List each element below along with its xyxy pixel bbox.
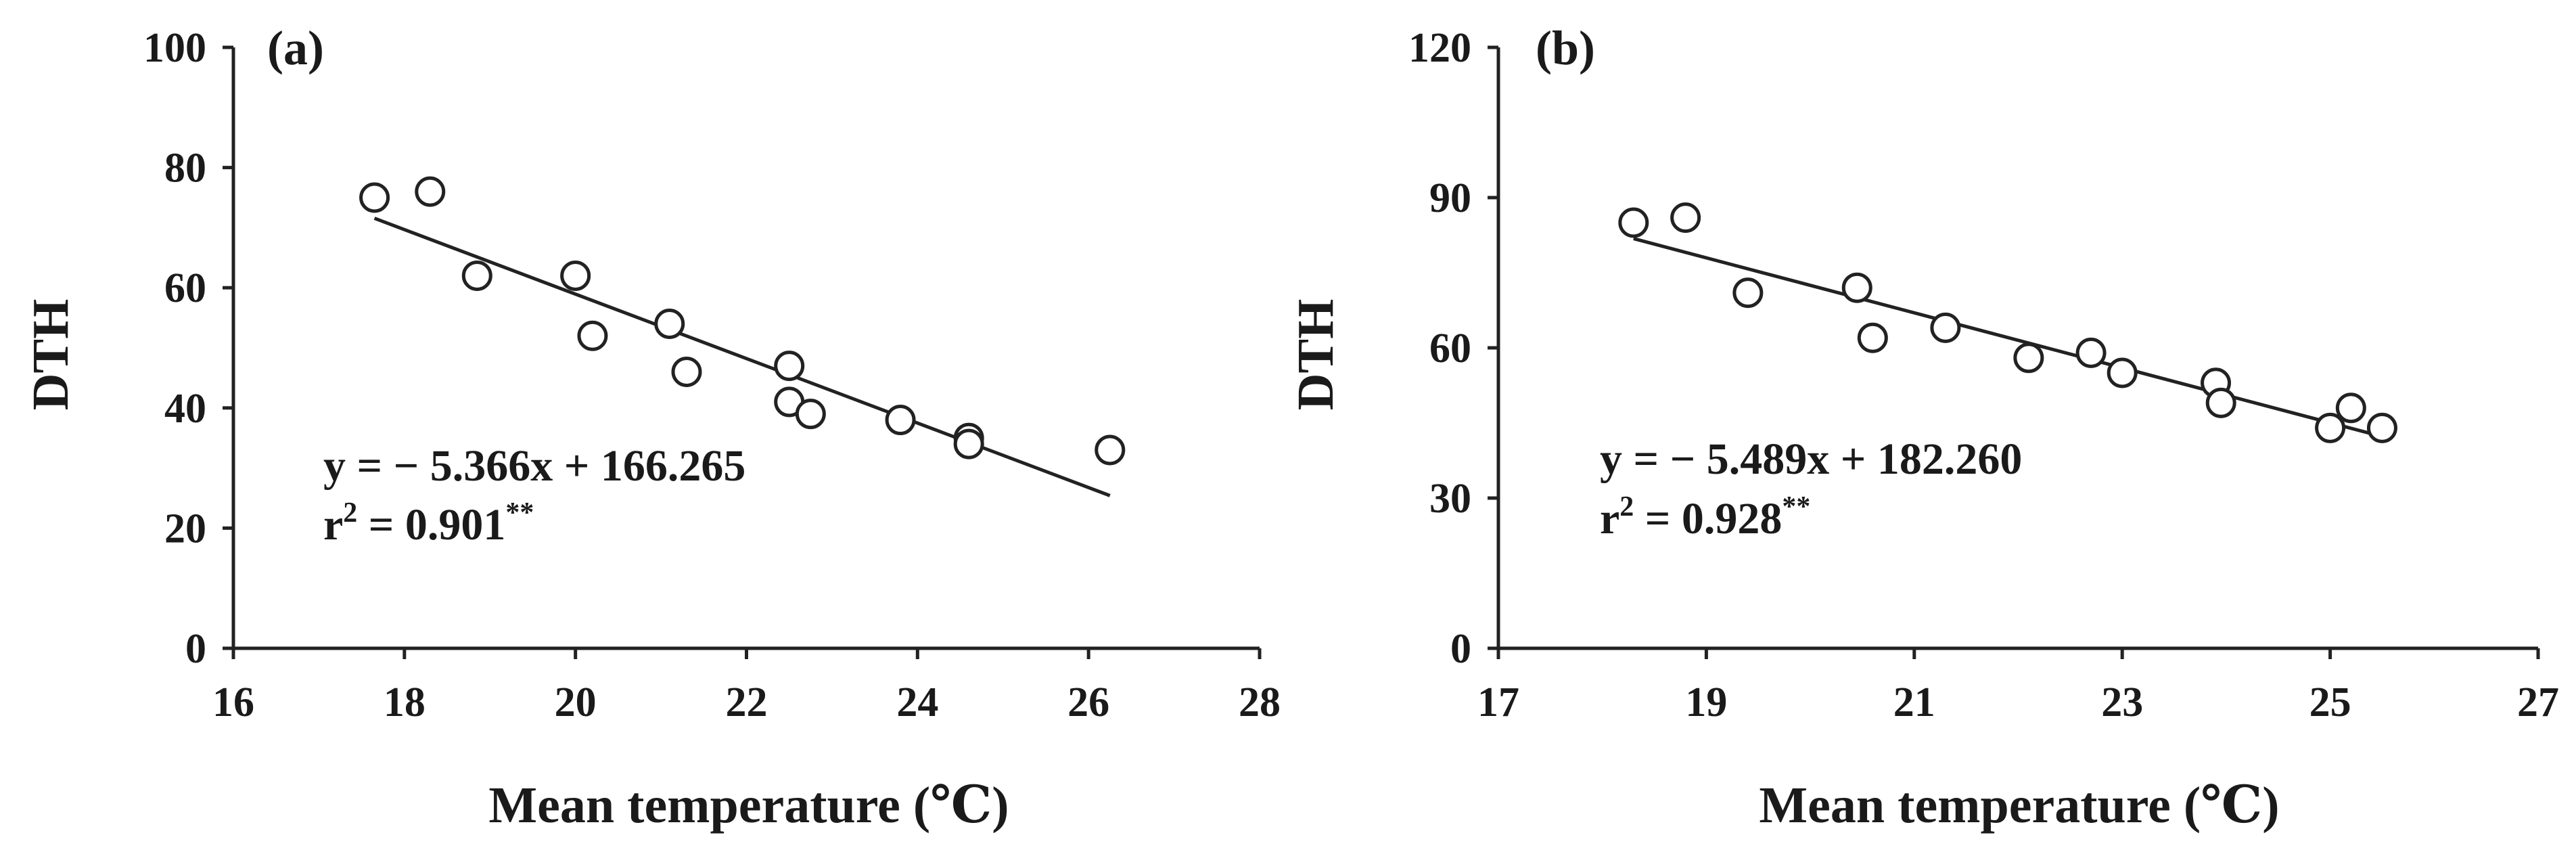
data-point-b [1618,207,1649,238]
y-tick-label-b: 90 [1429,175,1471,221]
data-point-b [2205,387,2236,418]
data-point-a [461,260,492,291]
x-tick-label-b: 21 [1893,679,1935,725]
x-tick-label-a: 28 [1239,679,1281,725]
r2-value-a: = 0.901 [357,500,505,550]
data-point-a [415,176,446,207]
x-axis-title-a: Mean temperature (℃) [488,777,1009,834]
y-tick-label-a: 0 [185,626,206,672]
x-tick-label-a: 16 [212,679,254,725]
equation-b: y = − 5.489x + 182.260 [1600,434,2022,484]
y-tick-label-a: 60 [164,265,206,311]
r-squared-b: r2 = 0.928** [1600,491,1810,543]
data-point-a [359,182,390,213]
r2-superscript-a: 2 [343,497,357,529]
chart-panel-a: (a) DTH Mean temperature (℃) y = − 5.366… [22,21,1281,834]
data-point-b [2366,412,2397,443]
data-point-a [885,405,916,436]
r-squared-a: r2 = 0.901** [323,497,534,550]
data-point-a [560,260,591,291]
chart-panel-b: (b) DTH Mean temperature (℃) y = − 5.489… [1287,21,2559,834]
x-tick-label-a: 22 [726,679,768,725]
r2-symbol-a: r [323,500,343,550]
data-point-a [774,351,805,382]
x-tick-label-b: 17 [1477,679,1519,725]
x-tick-label-b: 19 [1685,679,1727,725]
data-point-b [2335,393,2366,424]
y-tick-label-b: 120 [1408,25,1471,71]
equation-a: y = − 5.366x + 166.265 [323,441,745,491]
x-tick-label-a: 26 [1067,679,1109,725]
data-point-b [1857,322,1888,353]
r2-superscript-b: 2 [1619,491,1634,522]
y-tick-label-b: 60 [1429,326,1471,372]
data-point-b [2315,412,2346,443]
trendline-b [1633,237,2383,439]
r2-significance-b: ** [1782,491,1810,522]
data-point-a [795,399,826,430]
data-point-b [1841,272,1872,303]
data-point-b [1732,277,1764,309]
r2-value-b: = 0.928 [1634,494,1782,543]
data-point-a [577,320,608,351]
r2-significance-a: ** [505,497,534,529]
y-tick-label-b: 0 [1450,626,1471,672]
x-axis-title-b: Mean temperature (℃) [1759,777,2279,834]
r2-symbol-b: r [1600,494,1619,543]
data-point-b [2075,337,2107,368]
panel-label-a: (a) [267,21,324,75]
x-tick-label-b: 27 [2517,679,2559,725]
x-tick-label-a: 18 [384,679,426,725]
data-point-b [1670,202,1701,233]
y-tick-label-a: 40 [164,386,206,432]
data-point-a [953,428,984,459]
x-tick-label-b: 25 [2309,679,2351,725]
panel-label-b: (b) [1536,21,1595,75]
y-axis-title-a: DTH [22,299,79,411]
trendline-a [373,217,1111,497]
y-tick-label-a: 20 [164,506,206,552]
y-tick-label-a: 80 [164,145,206,192]
y-axis-title-b: DTH [1287,299,1344,411]
data-point-a [654,308,685,339]
data-point-b [2013,342,2044,374]
y-tick-label-b: 30 [1429,476,1471,522]
data-point-a [1095,434,1126,466]
x-tick-label-a: 24 [896,679,938,725]
data-point-b [1930,312,1961,343]
data-point-b [2107,357,2138,388]
x-tick-label-b: 23 [2101,679,2143,725]
x-tick-label-a: 20 [555,679,597,725]
data-point-a [671,357,702,388]
y-tick-label-a: 100 [143,25,206,71]
